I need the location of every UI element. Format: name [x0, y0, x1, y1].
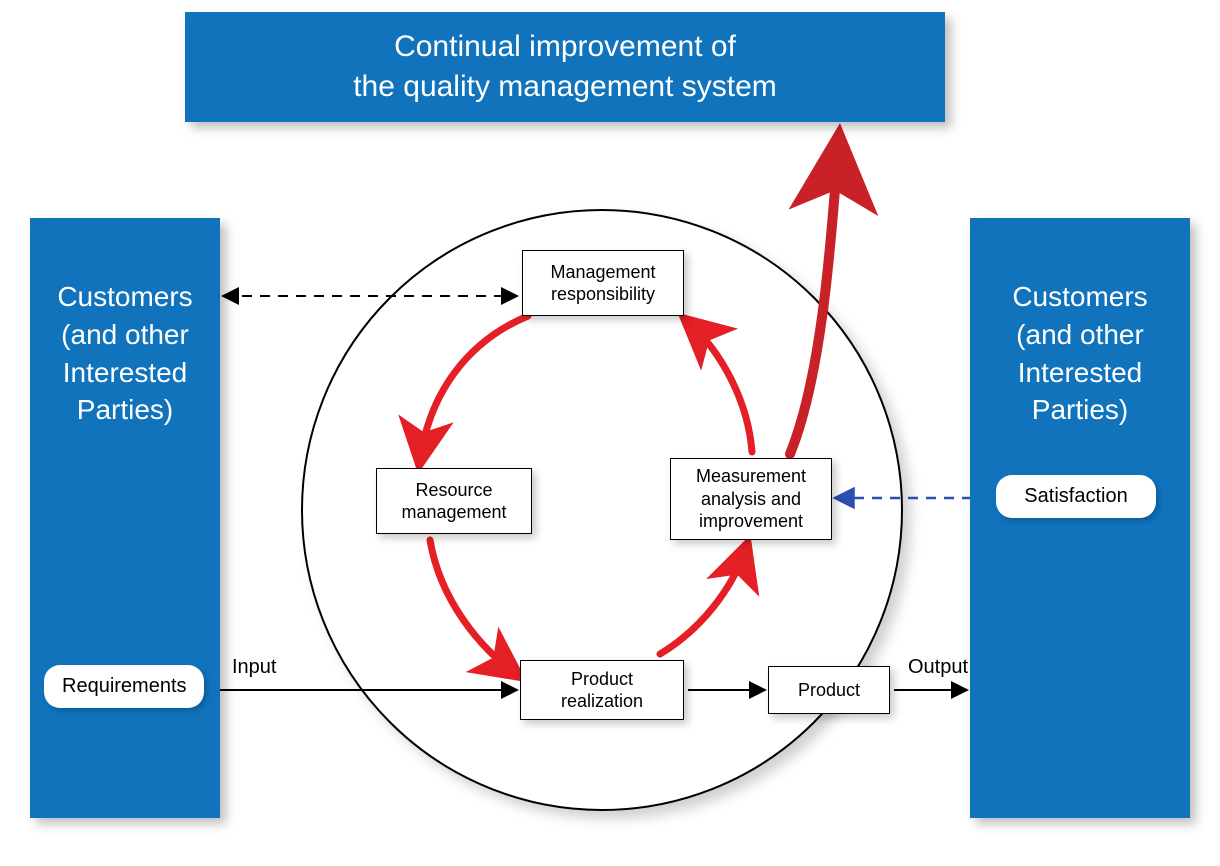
right-line4: Parties) [1032, 391, 1128, 429]
measurement-box: Measurement analysis and improvement [670, 458, 832, 540]
improvement-arrow [790, 150, 838, 454]
requirements-label: Requirements [62, 675, 187, 697]
satisfaction-pill: Satisfaction [996, 475, 1156, 518]
cycle-arrow-4 [688, 322, 752, 452]
right-line2: (and other [1016, 316, 1144, 354]
resource-management-box: Resource management [376, 468, 532, 534]
measurement-label: Measurement analysis and improvement [696, 465, 806, 533]
header-line2: the quality management system [353, 67, 777, 108]
input-label: Input [232, 656, 276, 679]
realization-label: Product realization [561, 668, 643, 713]
cycle-arrow-1 [420, 316, 528, 460]
product-box: Product [768, 666, 890, 714]
right-line3: Interested [1018, 354, 1143, 392]
cycle-arrow-2 [430, 540, 516, 674]
management-responsibility-box: Management responsibility [522, 250, 684, 316]
satisfaction-label: Satisfaction [1024, 485, 1127, 507]
product-label: Product [798, 679, 860, 702]
right-customers-panel: Customers (and other Interested Parties) [970, 218, 1190, 818]
left-line4: Parties) [77, 391, 173, 429]
left-line3: Interested [63, 354, 188, 392]
requirements-pill: Requirements [44, 665, 204, 708]
output-label: Output [908, 656, 968, 679]
cycle-arrow-3 [660, 548, 746, 654]
left-line2: (and other [61, 316, 189, 354]
resource-label: Resource management [401, 479, 506, 524]
header-line1: Continual improvement of [394, 27, 736, 68]
left-customers-panel: Customers (and other Interested Parties) [30, 218, 220, 818]
left-line1: Customers [57, 278, 192, 316]
management-label: Management responsibility [550, 261, 655, 306]
product-realization-box: Product realization [520, 660, 684, 720]
right-line1: Customers [1012, 278, 1147, 316]
header-panel: Continual improvement of the quality man… [185, 12, 945, 122]
